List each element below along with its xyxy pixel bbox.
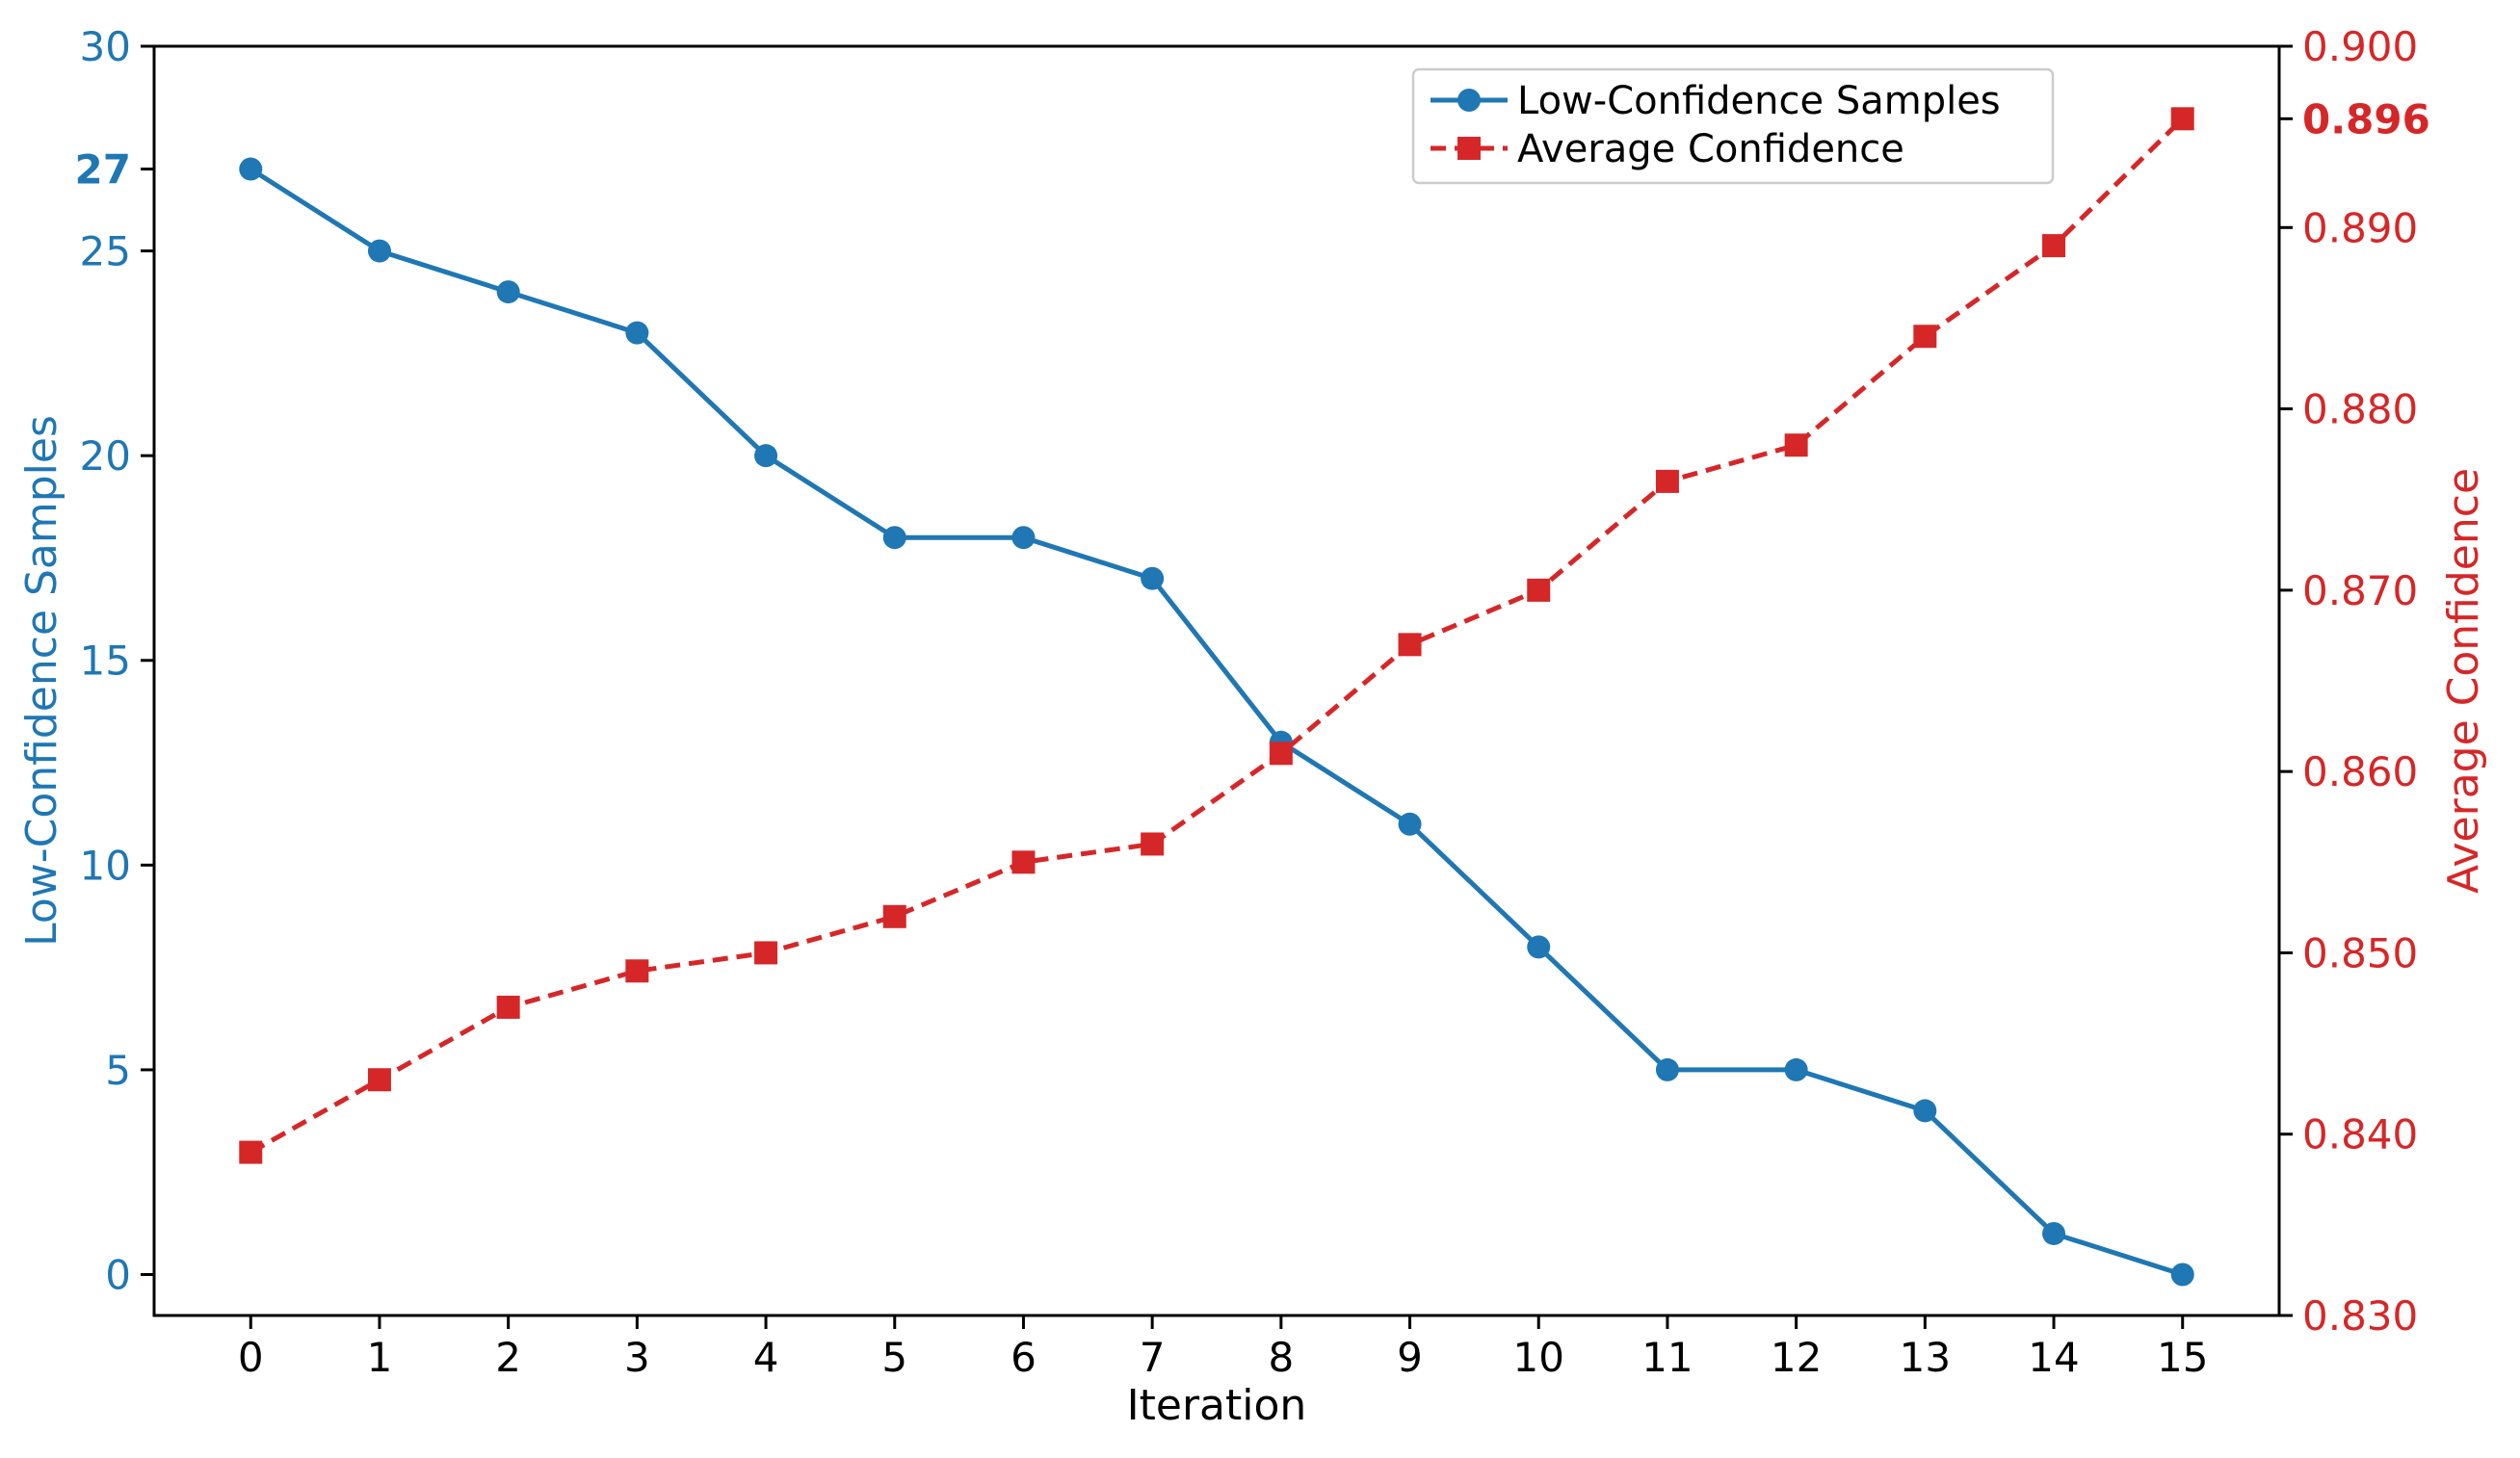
- right-tick-label: 0.870: [2302, 567, 2418, 614]
- point-average-confidence: [2170, 107, 2194, 131]
- point-average-confidence: [882, 904, 906, 928]
- point-average-confidence: [625, 959, 649, 983]
- point-low-confidence: [2042, 1221, 2066, 1245]
- left-tick-label: 15: [80, 638, 131, 685]
- point-average-confidence: [2042, 234, 2066, 258]
- point-average-confidence: [1269, 742, 1293, 766]
- legend-marker-low-confidence: [1457, 89, 1481, 112]
- point-low-confidence: [1913, 1099, 1937, 1123]
- plot-layer: [239, 107, 2194, 1287]
- point-average-confidence: [496, 995, 520, 1019]
- x-tick-label: 4: [753, 1334, 779, 1381]
- left-tick-label: 27: [75, 146, 131, 194]
- point-low-confidence: [754, 444, 778, 468]
- x-axis-label: Iteration: [1127, 1381, 1307, 1430]
- right-tick-label: 0.860: [2302, 748, 2418, 795]
- point-low-confidence: [2170, 1263, 2194, 1287]
- right-tick-label: 0.890: [2302, 204, 2418, 251]
- x-tick-label: 11: [1641, 1334, 1693, 1381]
- legend-label-average-confidence: Average Confidence: [1517, 127, 1904, 171]
- point-average-confidence: [367, 1068, 391, 1092]
- x-tick-label: 3: [624, 1334, 650, 1381]
- x-tick-label: 12: [1771, 1334, 1822, 1381]
- point-low-confidence: [1655, 1057, 1679, 1081]
- x-tick-label: 5: [881, 1334, 907, 1381]
- right-tick-label: 0.850: [2302, 929, 2418, 976]
- series-line-average-confidence: [249, 117, 2185, 1155]
- series-line-low-confidence: [249, 167, 2184, 1277]
- left-tick-label: 30: [80, 23, 131, 70]
- right-axis-label: Average Confidence: [2439, 468, 2488, 894]
- x-tick-label: 7: [1140, 1334, 1166, 1381]
- x-tick-label: 0: [238, 1334, 264, 1381]
- legend-label-low-confidence: Low-Confidence Samples: [1517, 79, 2001, 123]
- x-tick-label: 14: [2028, 1334, 2079, 1381]
- left-tick-label: 25: [80, 228, 131, 275]
- point-low-confidence: [1398, 812, 1422, 836]
- left-axis-label: Low-Confidence Samples: [17, 415, 66, 947]
- left-tick-label: 0: [105, 1251, 131, 1298]
- point-low-confidence: [1141, 566, 1165, 590]
- right-tick-label: 0.840: [2302, 1111, 2418, 1159]
- point-average-confidence: [1784, 433, 1808, 457]
- point-average-confidence: [1011, 850, 1036, 874]
- legend-marker-average-confidence: [1457, 137, 1481, 160]
- x-tick-label: 13: [1900, 1334, 1951, 1381]
- plot-frame: [152, 44, 2281, 1317]
- point-low-confidence: [367, 239, 391, 263]
- point-low-confidence: [882, 526, 906, 550]
- point-average-confidence: [1655, 469, 1679, 493]
- x-tick-label: 9: [1397, 1334, 1423, 1381]
- point-low-confidence: [1527, 935, 1551, 959]
- x-tick-label: 2: [495, 1334, 521, 1381]
- point-low-confidence: [1011, 526, 1036, 550]
- x-tick-label: 15: [2157, 1334, 2208, 1381]
- left-tick-label: 5: [105, 1047, 131, 1094]
- x-tick-label: 8: [1268, 1334, 1294, 1381]
- point-average-confidence: [1913, 325, 1937, 349]
- right-tick-label: 0.880: [2302, 386, 2418, 433]
- point-low-confidence: [239, 157, 263, 181]
- right-tick-label: 0.830: [2302, 1292, 2418, 1340]
- left-tick-label: 20: [80, 432, 131, 480]
- axes-layer: 0 1 2 3 4 5 6 7 8 9 10 11 12 13 14 15Iteration051015202…: [17, 23, 2488, 1430]
- point-low-confidence: [1784, 1057, 1808, 1081]
- left-tick-label: 10: [80, 842, 131, 889]
- x-tick-label: 10: [1513, 1334, 1564, 1381]
- legend-box: [1411, 67, 2055, 185]
- point-low-confidence: [625, 321, 649, 345]
- point-average-confidence: [1141, 832, 1165, 856]
- point-average-confidence: [1527, 578, 1551, 602]
- point-average-confidence: [239, 1140, 263, 1164]
- x-tick-label: 1: [367, 1334, 393, 1381]
- point-average-confidence: [754, 941, 778, 965]
- right-tick-label: 0.896: [2302, 95, 2430, 143]
- point-average-confidence: [1398, 633, 1422, 657]
- point-low-confidence: [496, 280, 520, 304]
- x-tick-label: 6: [1011, 1334, 1037, 1381]
- legend: Low-Confidence Samples Average Confidenc…: [1411, 67, 2055, 185]
- right-tick-label: 0.900: [2302, 23, 2418, 70]
